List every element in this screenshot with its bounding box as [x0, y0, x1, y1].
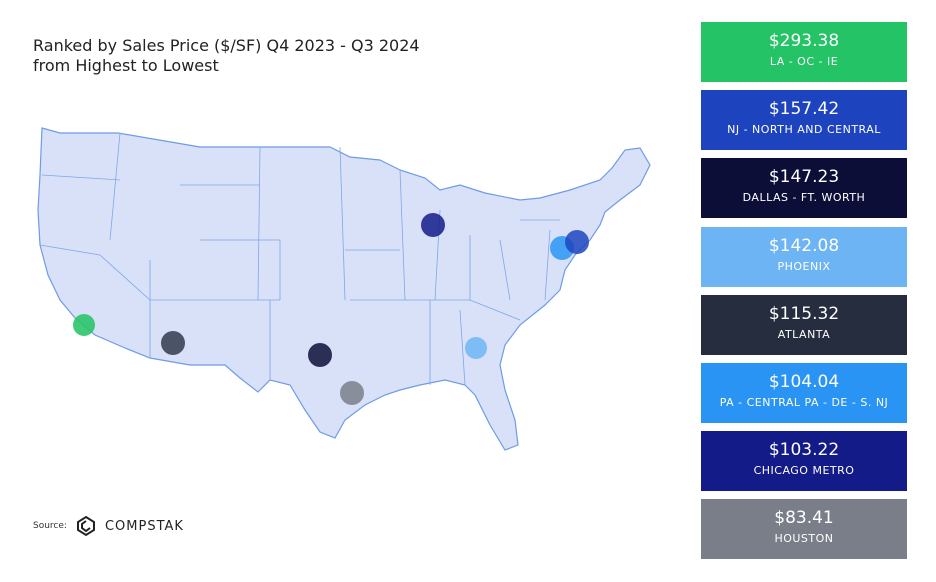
rank-box: $115.32 ATLANTA: [701, 294, 907, 355]
source-label: Source:: [33, 521, 67, 531]
logo: [76, 515, 95, 537]
rank-box: $83.41 HOUSTON: [701, 499, 907, 560]
rank-box: $157.42 NJ - NORTH AND CENTRAL: [701, 90, 907, 151]
market-name: HOUSTON: [774, 532, 834, 546]
subtitle: from Highest to Lowest: [33, 56, 219, 75]
dot: [308, 343, 332, 367]
rank-box: $142.08 PHOENIX: [701, 226, 907, 287]
market-name: CHICAGO METRO: [753, 464, 855, 478]
dot: [73, 314, 95, 336]
market-name: ATLANTA: [777, 327, 831, 341]
market-name: NJ - NORTH AND CENTRAL: [727, 123, 881, 137]
price: $293.38: [768, 31, 840, 51]
dot: [161, 331, 185, 355]
rank-box: $147.23 DALLAS - FT. WORTH: [701, 158, 907, 219]
state-lines: [39, 132, 560, 386]
dot: [340, 381, 364, 405]
title-block: Ranked by Sales Price ($/SF) Q4 2023 - Q…: [33, 36, 420, 76]
dot: [421, 213, 445, 237]
rank-box: $104.04 PA - CENTRAL PA - DE - S. NJ: [701, 363, 907, 423]
dot: [565, 230, 589, 254]
map: [37, 127, 651, 451]
rank-box: $293.38 LA - OC - IE: [701, 22, 907, 82]
price: $142.08: [768, 235, 840, 256]
dot: [465, 337, 487, 359]
price: $147.23: [768, 167, 840, 188]
market-name: PHOENIX: [777, 259, 831, 273]
price: $103.22: [768, 440, 840, 461]
market-name: PA - CENTRAL PA - DE - S. NJ: [719, 396, 889, 409]
market-name: LA - OC - IE: [769, 55, 839, 68]
price: $104.04: [768, 372, 840, 392]
market-dots: [73, 213, 589, 405]
price: $83.41: [774, 508, 834, 529]
title: Ranked by Sales Price ($/SF) Q4 2023 - Q…: [33, 36, 420, 55]
price: $115.32: [768, 303, 840, 324]
rank-box: $103.22 CHICAGO METRO: [701, 431, 907, 492]
price: $157.42: [768, 99, 840, 120]
market-name: DALLAS - FT. WORTH: [742, 191, 866, 205]
source: Source: COMPSTAK: [33, 515, 184, 537]
brand: COMPSTAK: [104, 518, 184, 534]
us-outline: [37, 127, 651, 451]
